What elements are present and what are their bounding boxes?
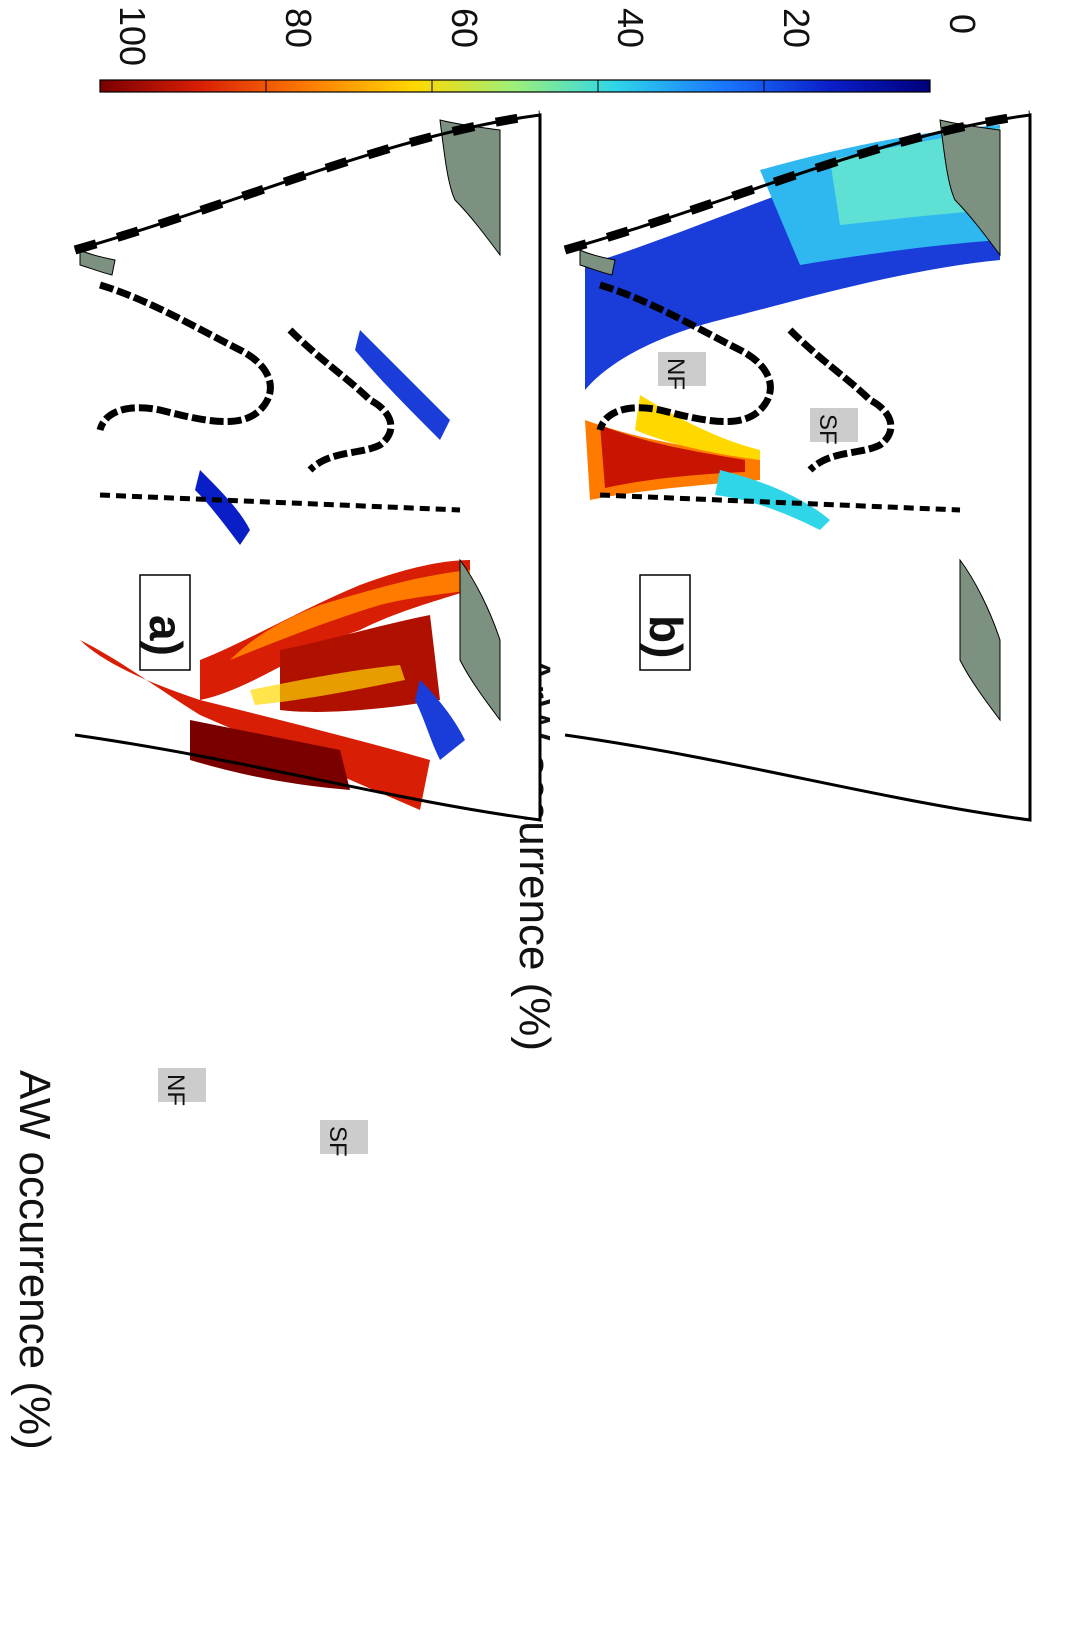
panel-title: AW occurrence (%)	[10, 1070, 59, 1450]
colorbar-tick-label: 40	[610, 8, 651, 48]
colorbar-tick-label: 20	[776, 8, 817, 48]
colorbar-ticks	[99, 80, 931, 92]
land-svalbard	[579, 249, 616, 276]
nf-label: NF	[662, 358, 689, 390]
sf-label: SF	[814, 414, 841, 445]
panel-letter: a)	[140, 615, 192, 656]
colorbar-tick-label: 0	[942, 14, 983, 34]
land-norway	[959, 558, 1001, 722]
map-panel-b: b) NF SF ArW occurrence (%)	[510, 110, 1032, 1051]
front-north	[596, 281, 774, 432]
panel-letter: b)	[640, 615, 692, 658]
sf-label: SF	[324, 1126, 351, 1157]
section-line	[599, 492, 961, 513]
colorbar-tick-label: 100	[112, 6, 153, 66]
colorbar-bar	[99, 79, 931, 93]
land-novaya-zemlya	[939, 119, 1001, 257]
colorbar-tick-label: 60	[444, 8, 485, 48]
nf-label: NF	[162, 1074, 189, 1106]
front-south	[787, 327, 895, 473]
colorbar: 100 80 60 40 20 0	[99, 6, 983, 93]
map-panel-a: a) NF SF AW occurrence (%)	[10, 110, 542, 1450]
colorbar-tick-label: 80	[278, 8, 319, 48]
